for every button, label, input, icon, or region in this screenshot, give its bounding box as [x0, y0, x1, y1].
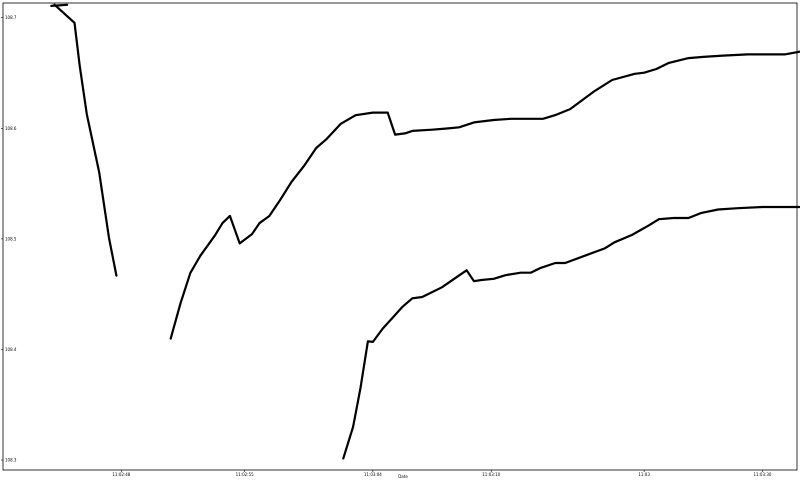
x-tick-label: 11:02:48 — [112, 472, 130, 477]
series-line-4 — [342, 205, 800, 460]
y-axis: 108.3 108.4 108.5 108.6 108.7 — [1, 15, 17, 463]
y-tick-label: 108.7 — [5, 15, 17, 20]
series-line-1 — [53, 3, 118, 277]
y-tick-label: 108.5 — [5, 236, 17, 241]
series-line-2 — [50, 3, 69, 8]
plot-frame — [2, 2, 798, 471]
series-line-3 — [169, 50, 800, 340]
y-tick-label: 108.4 — [5, 347, 17, 352]
x-tick-label: 11:03:10 — [482, 472, 500, 477]
y-tick-label: 108.6 — [5, 126, 17, 131]
y-tick-label: 108.3 — [5, 458, 17, 463]
x-tick-label: 11:02:55 — [236, 472, 254, 477]
x-tick-label: 11:03:04 — [364, 472, 382, 477]
x-tick-label: 11:03 — [638, 472, 650, 477]
x-axis-label: Date — [398, 474, 408, 479]
x-axis: 11:02:48 11:02:55 11:03:04 11:03:10 11:03 11:… — [112, 470, 772, 477]
series-group — [50, 3, 800, 460]
x-tick-label: 11:03:30 — [753, 472, 771, 477]
